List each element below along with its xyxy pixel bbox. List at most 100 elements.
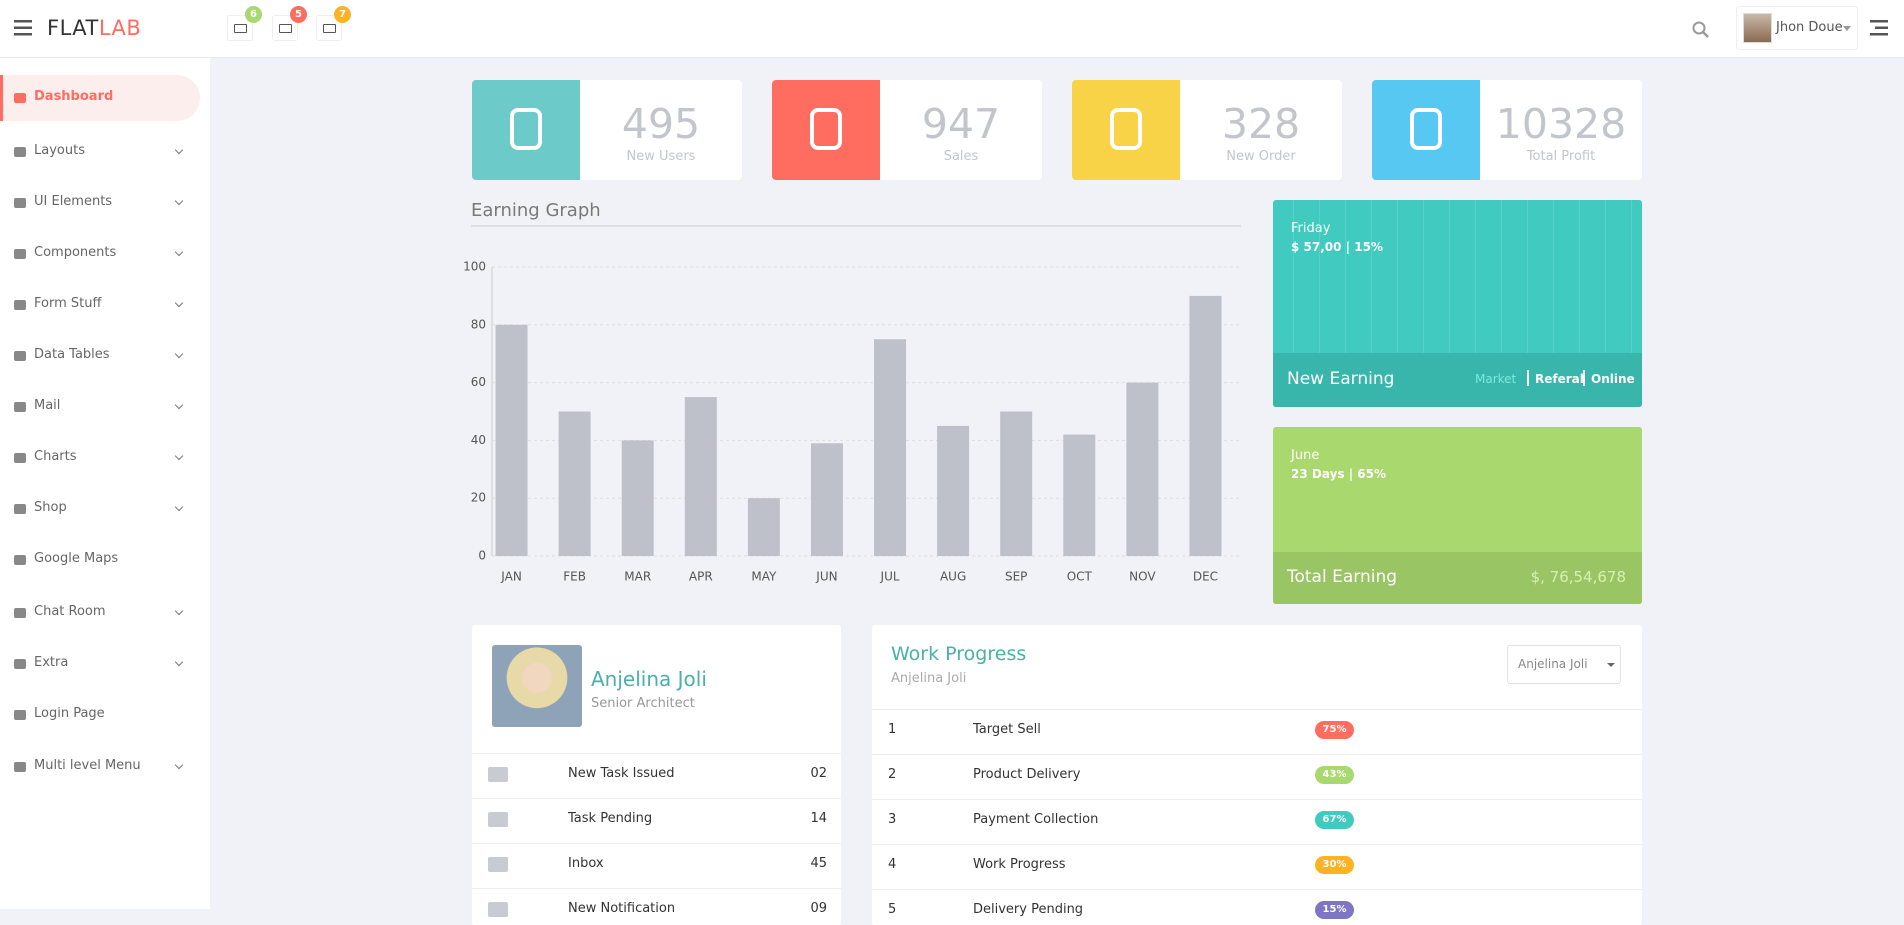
x-tick-label: FEB xyxy=(563,570,586,584)
dropdown[interactable]: Anjelina Joli xyxy=(1507,645,1621,684)
menu-icon xyxy=(14,608,26,618)
row-divider xyxy=(872,709,1642,710)
bar xyxy=(1000,411,1033,556)
panel-month: June xyxy=(1291,448,1320,463)
bar xyxy=(684,397,717,556)
menu-icon xyxy=(14,453,26,463)
panel-day: Friday xyxy=(1291,221,1331,236)
x-tick-label: JAN xyxy=(500,570,522,584)
row-count: 14 xyxy=(810,811,827,826)
bar xyxy=(1063,434,1096,556)
user-box[interactable]: Jhon Doue xyxy=(1736,6,1858,50)
menu-icon xyxy=(14,762,26,772)
x-tick-label: OCT xyxy=(1067,570,1093,584)
icon-glyph xyxy=(279,24,292,33)
y-tick-label: 60 xyxy=(471,375,486,389)
menu-label[interactable]: Layouts xyxy=(34,143,85,158)
x-tick-label: APR xyxy=(689,570,713,584)
panel-footer: New Earning Market Referal Online xyxy=(1273,353,1642,407)
user-avatar xyxy=(1743,13,1772,43)
submenu-chevron xyxy=(174,502,184,512)
stat-value: 10328 xyxy=(1495,100,1627,148)
menu-label[interactable]: Extra xyxy=(34,655,69,670)
menu-label[interactable]: Data Tables xyxy=(34,347,110,362)
row-count: 02 xyxy=(810,766,827,781)
new-earning-panel: Friday $ 57,00 | 15% New Earning Market Refe… xyxy=(1273,200,1642,407)
panel-stripe xyxy=(1605,200,1606,353)
row-divider xyxy=(472,753,841,754)
panel-stripe xyxy=(1475,200,1476,353)
row-name: Delivery Pending xyxy=(973,902,1084,917)
y-tick-label: 20 xyxy=(471,491,486,505)
stat-icon xyxy=(1110,108,1142,150)
bar xyxy=(621,440,654,556)
row-label: Task Pending xyxy=(568,811,653,826)
menu-label[interactable]: Login Page xyxy=(34,706,105,721)
row-divider xyxy=(472,798,841,799)
row-number: 2 xyxy=(888,767,897,782)
menu-label[interactable]: UI Elements xyxy=(34,194,113,209)
panel-tab[interactable]: Referal xyxy=(1535,372,1584,386)
row-label: Inbox xyxy=(568,856,604,871)
submenu-chevron xyxy=(174,145,184,155)
menu-label[interactable]: Dashboard xyxy=(34,89,114,104)
submenu-chevron xyxy=(174,349,184,359)
percent-badge: 75% xyxy=(1315,721,1354,739)
panel-amount: $ 57,00 | 15% xyxy=(1291,240,1383,254)
profile-name: Anjelina Joli xyxy=(591,667,707,691)
submenu-chevron xyxy=(174,451,184,461)
stat-value: 947 xyxy=(921,100,1001,148)
row-number: 1 xyxy=(888,722,897,737)
stat-label: New Order xyxy=(1226,149,1296,164)
percent-badge: 67% xyxy=(1315,811,1354,829)
bar xyxy=(1126,382,1159,556)
row-divider xyxy=(872,844,1642,845)
bar xyxy=(747,498,780,556)
panel-tab[interactable]: Market xyxy=(1475,372,1517,386)
menu-label[interactable]: Charts xyxy=(34,449,77,464)
stat-value: 495 xyxy=(621,100,701,148)
active-item-bg xyxy=(0,75,200,121)
bar xyxy=(937,425,970,556)
menu-icon xyxy=(14,147,26,157)
panel-stripe xyxy=(1293,200,1294,353)
row-icon xyxy=(488,857,508,872)
notification-badge: 7 xyxy=(334,6,351,23)
row-count: 45 xyxy=(810,856,827,871)
row-icon xyxy=(488,902,508,917)
menu-icon xyxy=(14,249,26,259)
menu-label[interactable]: Shop xyxy=(34,500,67,515)
panel-tab[interactable]: Online xyxy=(1591,372,1635,386)
bar xyxy=(874,339,907,556)
menu-label[interactable]: Components xyxy=(34,245,117,260)
search-icon[interactable] xyxy=(1692,21,1710,39)
logo: FLATLAB xyxy=(47,16,141,40)
x-tick-label: AUG xyxy=(940,570,966,584)
menu-label[interactable]: Form Stuff xyxy=(34,296,102,311)
tab-divider xyxy=(1583,370,1585,386)
row-divider xyxy=(872,799,1642,800)
stat-icon xyxy=(510,108,542,150)
right-toggle[interactable] xyxy=(1870,20,1888,36)
submenu-chevron xyxy=(174,298,184,308)
bar xyxy=(810,443,843,556)
menu-label[interactable]: Mail xyxy=(34,398,61,413)
menu-label[interactable]: Chat Room xyxy=(34,604,106,619)
panel-title: Total Earning xyxy=(1287,567,1398,587)
menu-icon xyxy=(14,351,26,361)
x-tick-label: DEC xyxy=(1193,570,1218,584)
menu-label[interactable]: Multi level Menu xyxy=(34,758,141,773)
row-name: Work Progress xyxy=(973,857,1066,872)
panel-stripe xyxy=(1319,200,1320,353)
panel-title: New Earning xyxy=(1287,369,1395,389)
panel-stripe xyxy=(1631,200,1632,353)
chart-title: Earning Graph xyxy=(471,200,601,221)
stat-label: Total Profit xyxy=(1526,149,1596,164)
submenu-chevron xyxy=(174,657,184,667)
menu-icon xyxy=(14,198,26,208)
stat-icon-bg xyxy=(472,80,580,180)
menu-toggle[interactable] xyxy=(14,20,32,36)
menu-label[interactable]: Google Maps xyxy=(34,551,119,566)
stat-box: 10328 Total Profit xyxy=(1372,80,1642,180)
panel-detail: 23 Days | 65% xyxy=(1291,467,1386,481)
